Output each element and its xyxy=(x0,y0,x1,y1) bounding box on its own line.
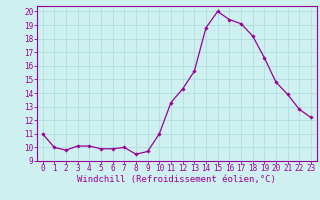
X-axis label: Windchill (Refroidissement éolien,°C): Windchill (Refroidissement éolien,°C) xyxy=(77,175,276,184)
